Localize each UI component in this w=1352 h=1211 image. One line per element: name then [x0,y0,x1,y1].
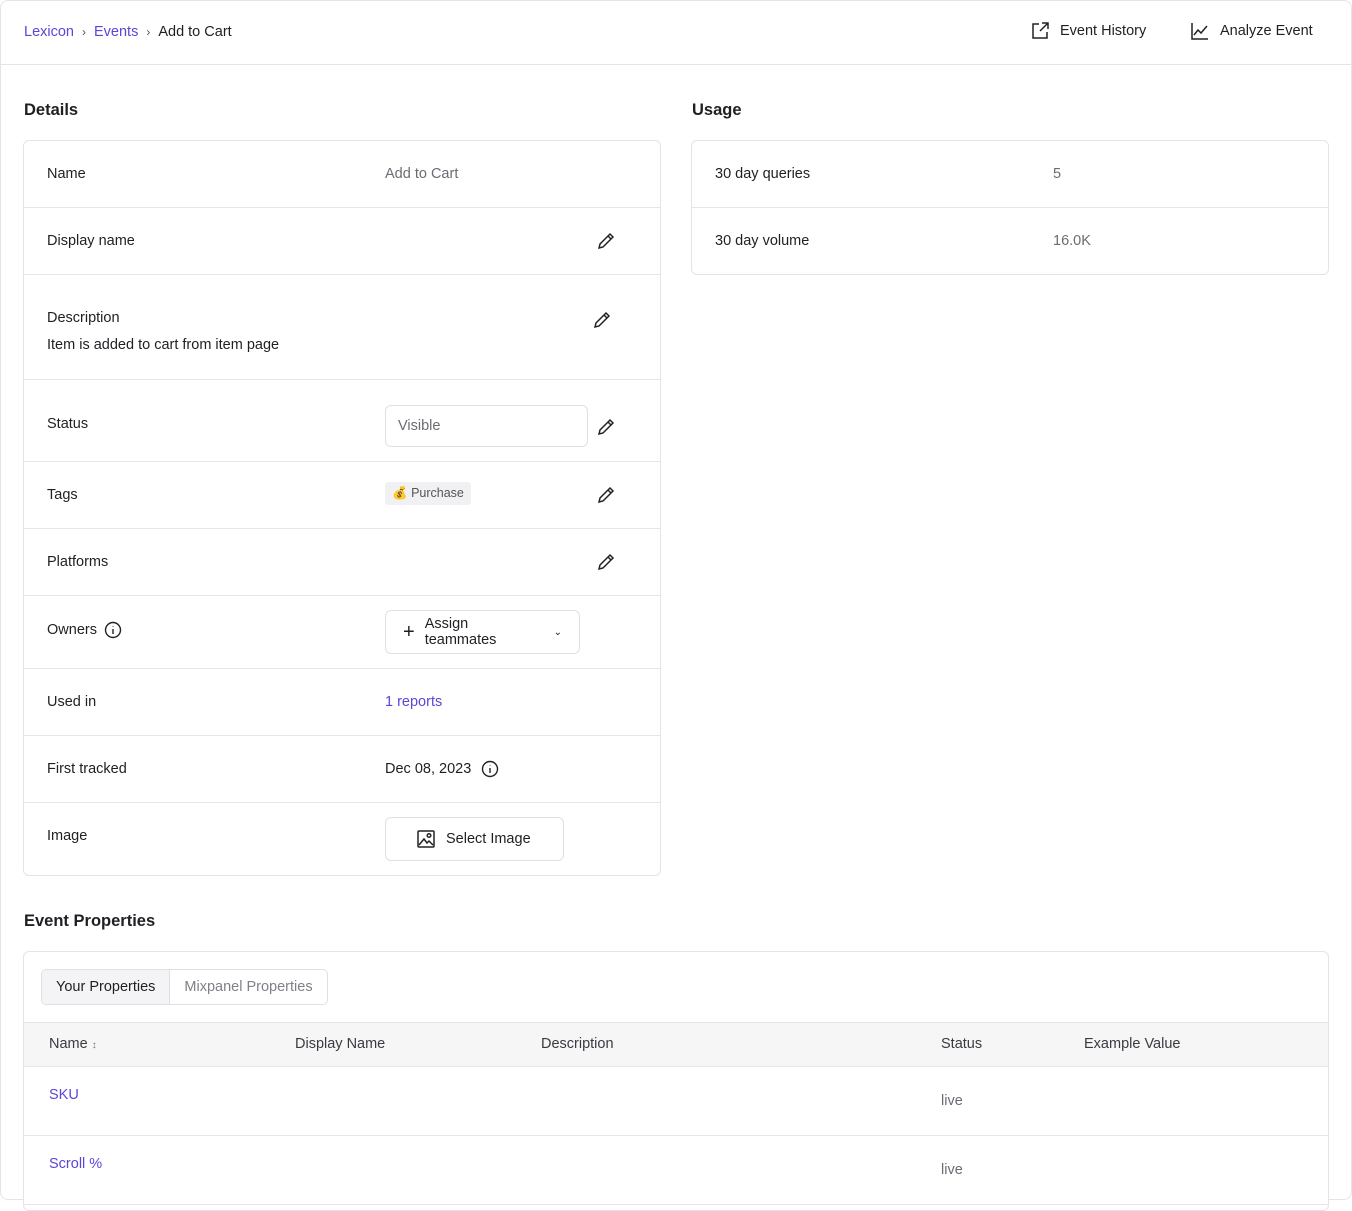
owners-label: Owners [47,621,122,639]
detail-row-description: Description Item is added to cart from i… [24,275,660,380]
sort-icon: ↕ [91,1040,97,1051]
detail-row-owners: Owners + Assign teammates ⌄ [24,596,660,669]
property-name-link[interactable]: Scroll % [49,1156,103,1172]
event-properties-title: Event Properties [24,912,156,930]
tag-purchase[interactable]: 💰 Purchase [385,482,471,505]
name-value: Add to Cart [385,166,459,182]
column-status: Status [941,1036,983,1052]
select-image-button[interactable]: Select Image [385,817,564,861]
property-name-link[interactable]: SKU [49,1087,79,1103]
assign-teammates-label: Assign teammates [424,616,497,648]
tags-label: Tags [47,487,78,503]
description-value: Item is added to cart from item page [47,337,280,353]
pencil-icon[interactable] [595,416,617,438]
first-tracked-value: Dec 08, 2023 [385,760,499,778]
detail-row-used-in: Used in 1 reports [24,669,660,736]
line-chart-icon [1191,23,1208,40]
property-status: live [941,1162,963,1178]
first-tracked-date: Dec 08, 2023 [385,761,472,777]
event-history-button[interactable]: Event History [1030,21,1146,41]
details-title: Details [24,101,79,119]
property-status: live [941,1093,963,1109]
detail-row-tags: Tags 💰 Purchase [24,462,660,529]
top-bar: Lexicon › Events › Add to Cart Event His… [0,0,1352,65]
detail-row-status: Status Visible [24,380,660,462]
info-icon[interactable] [481,760,499,778]
detail-row-name: Name Add to Cart [24,141,660,208]
details-card: Name Add to Cart Display name Descriptio… [23,140,661,876]
usage-value: 5 [1053,166,1062,182]
reports-link[interactable]: 1 reports [385,694,443,710]
description-label: Description [47,310,120,326]
name-label: Name [47,166,86,182]
detail-row-image: Image Select Image [24,803,660,875]
usage-label: 30 day volume [715,233,810,249]
analyze-event-button[interactable]: Analyze Event [1190,21,1313,41]
tab-your-properties[interactable]: Your Properties [42,970,171,1004]
plus-icon: + [403,620,415,643]
pencil-icon[interactable] [595,551,617,573]
image-icon [417,830,435,848]
info-icon[interactable] [104,621,122,639]
pencil-icon[interactable] [595,230,617,252]
usage-row: 30 day queries 5 [692,141,1328,208]
table-row: Scroll % live [24,1136,1328,1205]
column-example-value: Example Value [1084,1036,1181,1052]
column-name[interactable]: Name ↕ [49,1036,97,1052]
breadcrumb-current: Add to Cart [158,24,232,40]
properties-card: Your Properties Mixpanel Properties Name… [23,951,1329,1211]
usage-value: 16.0K [1053,233,1091,249]
chevron-right-icon: › [81,25,86,39]
detail-row-platforms: Platforms [24,529,660,596]
platforms-label: Platforms [47,554,109,570]
image-label: Image [47,828,88,844]
chevron-down-icon: ⌄ [553,626,562,638]
table-row: SKU live [24,1067,1328,1136]
assign-teammates-button[interactable]: + Assign teammates ⌄ [385,610,580,654]
usage-label: 30 day queries [715,166,811,182]
tab-mixpanel-properties[interactable]: Mixpanel Properties [184,979,313,995]
detail-row-display-name: Display name [24,208,660,275]
status-label: Status [47,416,89,432]
analyze-event-label: Analyze Event [1220,23,1313,39]
pencil-icon[interactable] [595,484,617,506]
tag-label: Purchase [411,486,464,500]
select-image-label: Select Image [446,831,531,847]
breadcrumb-events[interactable]: Events [93,24,139,40]
display-name-label: Display name [47,233,135,249]
usage-title: Usage [692,101,742,119]
breadcrumb: Lexicon › Events › Add to Cart [24,24,232,40]
external-link-icon [1032,22,1049,39]
money-bag-icon: 💰 [392,486,408,500]
usage-card: 30 day queries 5 30 day volume 16.0K [691,140,1329,275]
event-history-label: Event History [1060,23,1147,39]
chevron-right-icon: › [146,25,151,39]
status-field[interactable]: Visible [385,405,588,447]
used-in-label: Used in [47,694,97,710]
breadcrumb-lexicon[interactable]: Lexicon [24,24,74,40]
pencil-icon[interactable] [591,309,613,331]
column-display-name: Display Name [295,1036,386,1052]
owners-label-text: Owners [47,622,97,638]
column-description: Description [541,1036,614,1052]
column-name-label: Name [49,1036,88,1052]
table-header: Name ↕ Display Name Description Status E… [24,1022,1328,1067]
detail-row-first-tracked: First tracked Dec 08, 2023 [24,736,660,803]
usage-row: 30 day volume 16.0K [692,208,1328,275]
properties-tabs: Your Properties Mixpanel Properties [41,969,328,1005]
first-tracked-label: First tracked [47,761,127,777]
